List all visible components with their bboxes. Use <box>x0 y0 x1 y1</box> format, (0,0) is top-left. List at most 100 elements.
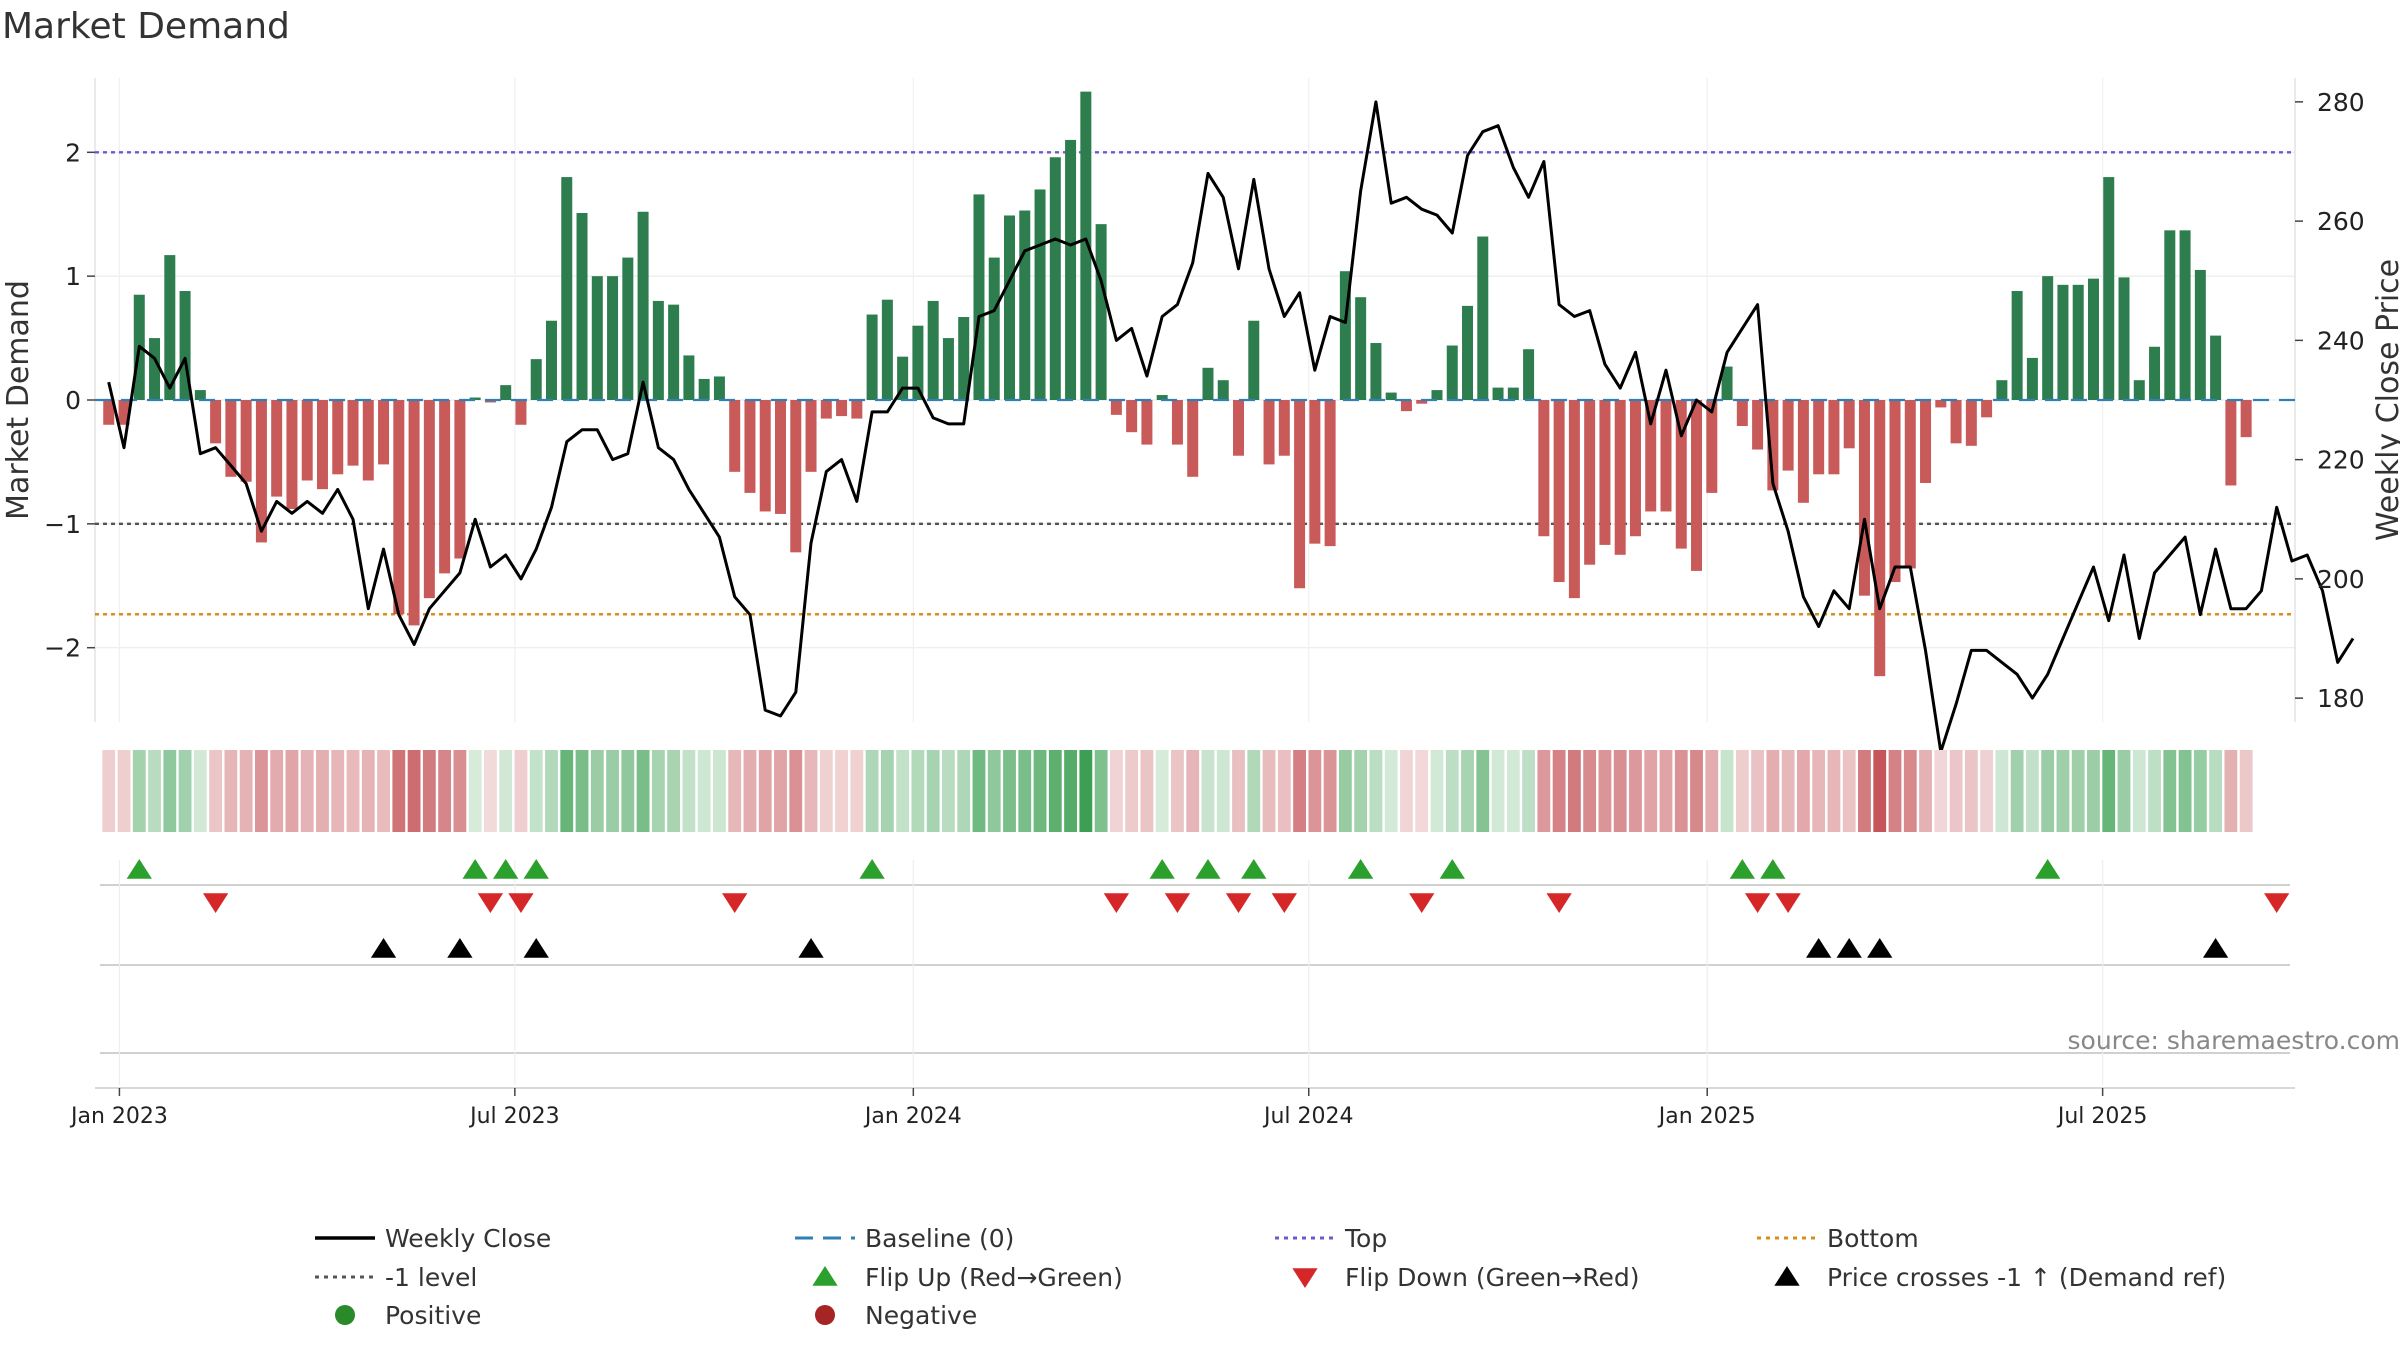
heat-cell <box>1476 750 1490 832</box>
legend-label: Flip Up (Red→Green) <box>865 1263 1123 1292</box>
heat-cell <box>850 750 864 832</box>
heat-cell <box>911 750 925 832</box>
demand-bar <box>622 257 634 400</box>
demand-bar <box>1889 400 1901 583</box>
demand-bar <box>866 314 878 400</box>
demand-bar <box>2118 277 2130 400</box>
demand-bar <box>149 338 161 400</box>
flip-up-marker <box>523 859 549 879</box>
heat-cell <box>1079 750 1093 832</box>
demand-bar <box>637 211 649 400</box>
flip-up-marker <box>493 859 519 879</box>
heat-cell <box>1888 750 1902 832</box>
heat-cell <box>1567 750 1581 832</box>
demand-bar <box>668 304 680 400</box>
demand-bar <box>423 400 435 599</box>
demand-bar <box>1767 400 1779 491</box>
demand-bar <box>2057 284 2069 400</box>
heat-cell <box>1919 750 1932 832</box>
heat-cell <box>667 750 681 832</box>
demand-bar <box>1752 400 1764 450</box>
heat-cell <box>1338 750 1352 832</box>
price-cross-marker <box>1806 938 1832 958</box>
demand-bar <box>1049 157 1061 400</box>
demand-bar <box>1141 400 1153 445</box>
heat-cell <box>2102 750 2116 832</box>
demand-bar <box>912 325 924 400</box>
y2-tick-label: 240 <box>2317 326 2365 355</box>
heat-cell <box>2224 750 2238 832</box>
heat-cell <box>957 750 971 832</box>
flip-down-marker <box>1744 893 1771 913</box>
demand-bar <box>744 400 756 493</box>
heat-cell <box>1781 750 1795 832</box>
heat-cell <box>514 750 528 832</box>
heat-cell <box>636 750 650 832</box>
heat-cell <box>728 750 742 832</box>
demand-bar <box>2087 278 2099 400</box>
heat-cell <box>743 750 757 832</box>
demand-bar <box>2149 346 2161 400</box>
demand-bar <box>2011 291 2023 400</box>
legend-label: Price crosses -1 ↑ (Demand ref) <box>1827 1263 2226 1292</box>
y-tick-label: 1 <box>65 262 81 291</box>
demand-bar <box>1477 236 1489 400</box>
heat-cell <box>621 750 635 832</box>
demand-bar <box>2133 380 2145 400</box>
demand-bars <box>95 91 2295 677</box>
heat-cell <box>1262 750 1276 832</box>
demand-bar <box>164 255 176 400</box>
y2-tick-label: 200 <box>2317 565 2365 594</box>
flip-down-marker <box>2264 893 2290 913</box>
demand-bar <box>1492 387 1504 400</box>
demand-bar <box>1858 400 1870 596</box>
heat-cell <box>468 750 482 832</box>
demand-bar <box>1828 400 1840 475</box>
demand-bar <box>1385 392 1397 400</box>
heat-cell <box>117 750 131 832</box>
heat-cell <box>2178 750 2192 832</box>
demand-bar <box>1904 400 1916 569</box>
demand-bar <box>790 400 802 553</box>
legend-label: Weekly Close <box>385 1224 551 1253</box>
demand-bar <box>179 291 191 400</box>
heat-cell <box>880 750 894 832</box>
price-cross-marker <box>2202 938 2229 958</box>
demand-bar <box>118 400 130 425</box>
legend-swatch <box>815 1305 835 1325</box>
heat-cell <box>865 750 879 832</box>
demand-bar <box>2164 230 2176 400</box>
flip-up-marker <box>126 859 152 879</box>
heat-cell <box>1415 750 1429 832</box>
heat-cell <box>1155 750 1169 832</box>
demand-bar <box>1507 387 1519 400</box>
heat-cell <box>270 750 284 832</box>
demand-bar <box>530 359 542 400</box>
heat-cell <box>835 750 848 832</box>
heat-cell <box>2132 750 2146 832</box>
y-tick-label: −2 <box>44 634 81 663</box>
heat-cell <box>1109 750 1123 832</box>
demand-bar <box>1309 400 1321 544</box>
x-tick-label: Jul 2024 <box>1262 1104 1354 1129</box>
heat-cell <box>1186 750 1200 832</box>
legend-swatch <box>1292 1268 1318 1288</box>
flip-up-marker <box>1149 859 1175 879</box>
heat-cell <box>209 750 223 832</box>
heat-cell <box>1964 750 1978 832</box>
heat-cell <box>758 750 772 832</box>
demand-bar <box>1981 400 1993 418</box>
demand-bar <box>1797 400 1809 503</box>
demand-bar <box>2210 335 2222 400</box>
reference-lines <box>95 151 2295 616</box>
heat-cell <box>361 750 375 832</box>
demand-bar <box>1187 400 1199 477</box>
heat-cell <box>1827 750 1841 832</box>
demand-bar <box>1400 400 1412 412</box>
demand-bar <box>805 400 817 472</box>
heat-cell <box>499 750 513 832</box>
heat-cell <box>1369 750 1383 832</box>
heat-cell <box>1064 750 1077 832</box>
legend-label: Bottom <box>1827 1224 1919 1253</box>
demand-bar <box>1675 400 1687 549</box>
